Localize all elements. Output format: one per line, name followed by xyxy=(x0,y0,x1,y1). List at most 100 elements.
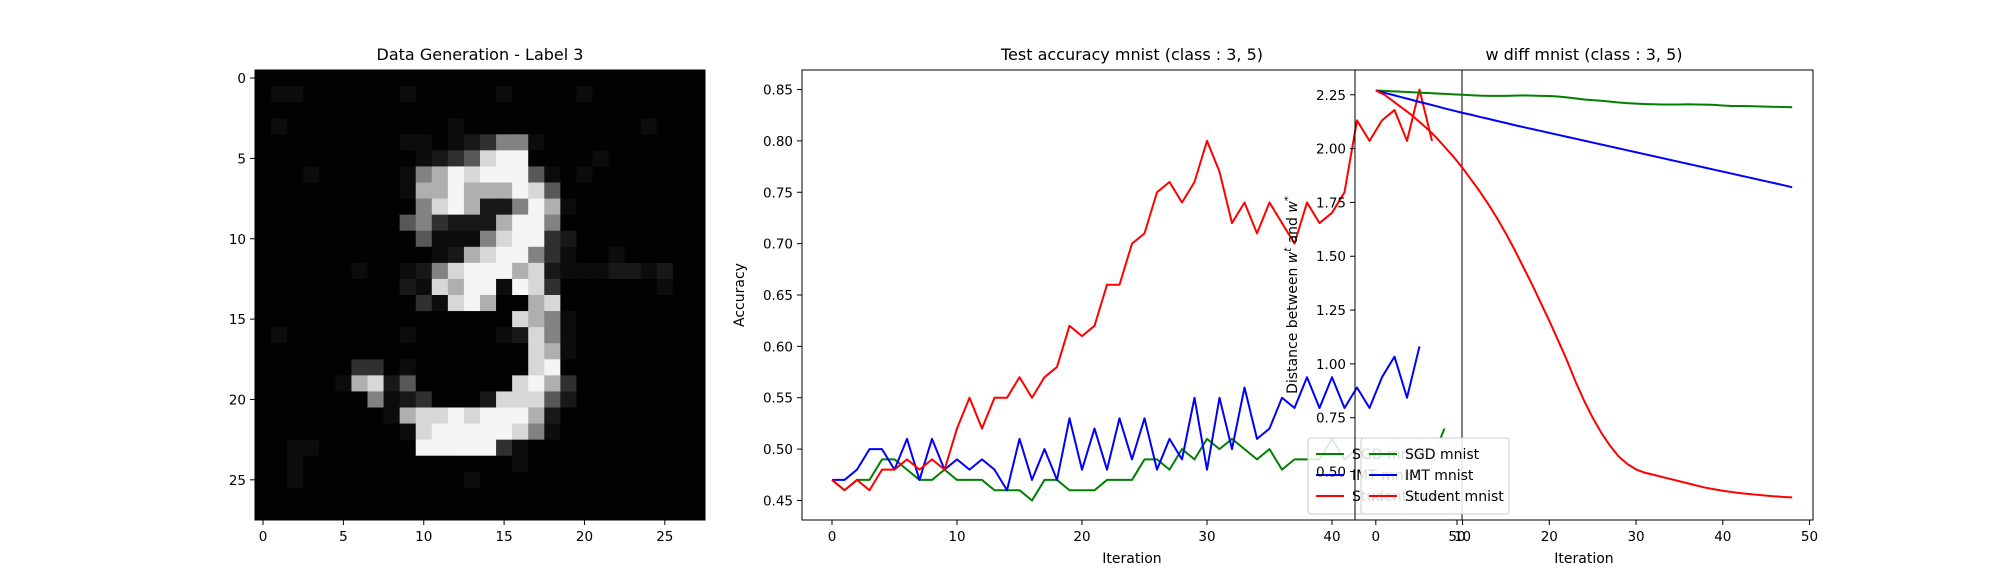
heatmap-cell xyxy=(303,375,320,392)
heatmap-cell xyxy=(399,262,417,280)
heatmap-cell xyxy=(576,102,593,119)
heatmap-cell xyxy=(383,198,401,216)
heatmap-cell xyxy=(287,343,304,360)
x-tick-label-1-0: 0 xyxy=(828,529,837,545)
heatmap-cell xyxy=(640,166,658,183)
heatmap-cell xyxy=(640,375,658,392)
heatmap-cell xyxy=(367,134,384,151)
heatmap-cell xyxy=(672,455,690,473)
heatmap-cell xyxy=(303,503,320,521)
heatmap-cell xyxy=(512,230,529,248)
heatmap-cell xyxy=(544,134,561,151)
heatmap-cell xyxy=(656,118,674,135)
heatmap-cell xyxy=(303,327,320,344)
heatmap-cell xyxy=(271,262,288,280)
heatmap-cell xyxy=(608,150,626,167)
heatmap-cell xyxy=(271,102,288,119)
heatmap-cell xyxy=(496,134,513,151)
heatmap-cell xyxy=(319,166,336,183)
heatmap-cell xyxy=(367,311,384,328)
heatmap-cell xyxy=(335,455,352,473)
heatmap-cell xyxy=(271,150,288,167)
heatmap-cell xyxy=(640,487,658,505)
heatmap-cell xyxy=(624,343,642,360)
heatmap-cell xyxy=(656,102,674,119)
heatmap-cell xyxy=(560,86,577,103)
heatmap-cell xyxy=(624,455,642,473)
heatmap-cell xyxy=(656,471,674,489)
heatmap-cell xyxy=(463,230,481,248)
heatmap-cell xyxy=(351,230,368,248)
heatmap-cell xyxy=(383,311,401,328)
heatmap-cell xyxy=(463,327,481,344)
heatmap-cell xyxy=(335,230,352,248)
heatmap-cell xyxy=(367,150,384,167)
heatmap-cell xyxy=(576,198,593,216)
heatmap-cell xyxy=(351,423,368,441)
heatmap-cell xyxy=(496,503,513,521)
heatmap-cell xyxy=(255,487,272,505)
heatmap-cell xyxy=(415,102,433,119)
heatmap-cell xyxy=(303,246,320,264)
heatmap-cell xyxy=(624,182,642,199)
heatmap-cell xyxy=(480,471,497,489)
heatmap-cell xyxy=(672,102,690,119)
heatmap-cell xyxy=(560,503,577,521)
heatmap-cell xyxy=(319,118,336,135)
heatmap-cell xyxy=(271,487,288,505)
heatmap-cell xyxy=(367,182,384,199)
heatmap-cell xyxy=(415,375,433,392)
heatmap-cell xyxy=(688,375,706,392)
heatmap-cell xyxy=(447,166,465,183)
heatmap-cell xyxy=(640,118,658,135)
heatmap-cell xyxy=(640,407,658,424)
heatmap-cell xyxy=(255,407,272,424)
heatmap-cell xyxy=(383,262,401,280)
heatmap-cell xyxy=(544,278,561,296)
heatmap-cell xyxy=(431,455,449,473)
heatmap-cell xyxy=(624,150,642,167)
heatmap-cell xyxy=(303,70,320,87)
heatmap-cell xyxy=(512,246,529,264)
heatmap-cell xyxy=(303,134,320,151)
heatmap-cell xyxy=(688,134,706,151)
heatmap-cell xyxy=(656,214,674,232)
heatmap-cell xyxy=(608,230,626,248)
heatmap-cell xyxy=(688,198,706,216)
heatmap-cell xyxy=(544,455,561,473)
heatmap-cell xyxy=(608,86,626,103)
heatmap-cell xyxy=(415,327,433,344)
heatmap-cell xyxy=(415,439,433,457)
heatmap-cell xyxy=(463,471,481,489)
heatmap-cell xyxy=(496,359,513,376)
y-axis-label-1: Accuracy xyxy=(732,263,748,327)
heatmap-cell xyxy=(255,295,272,312)
heatmap-cell xyxy=(528,391,545,408)
heatmap-cell xyxy=(640,70,658,87)
heatmap-cell xyxy=(560,423,577,441)
heatmap-cell xyxy=(608,295,626,312)
heatmap-cell xyxy=(672,487,690,505)
heatmap-cell xyxy=(287,166,304,183)
heatmap-cell xyxy=(383,118,401,135)
heatmap-cell xyxy=(480,343,497,360)
heatmap-cell xyxy=(512,198,529,216)
heatmap-cell xyxy=(447,278,465,296)
heatmap-cell xyxy=(592,455,609,473)
heatmap-cell xyxy=(688,295,706,312)
heatmap-cell xyxy=(367,391,384,408)
heatmap-cell xyxy=(528,134,545,151)
heatmap-cell xyxy=(480,102,497,119)
heatmap-cell xyxy=(496,278,513,296)
heatmap-cell xyxy=(688,262,706,280)
y-tick-label-1-8: 0.85 xyxy=(763,83,793,99)
heatmap-cell xyxy=(512,262,529,280)
heatmap-cell xyxy=(560,70,577,87)
heatmap-cell xyxy=(624,214,642,232)
heatmap-cell xyxy=(431,471,449,489)
heatmap-cell xyxy=(672,86,690,103)
heatmap-cell xyxy=(431,295,449,312)
heatmap-cell xyxy=(399,343,417,360)
heatmap-cell xyxy=(688,214,706,232)
heatmap-cell xyxy=(528,327,545,344)
